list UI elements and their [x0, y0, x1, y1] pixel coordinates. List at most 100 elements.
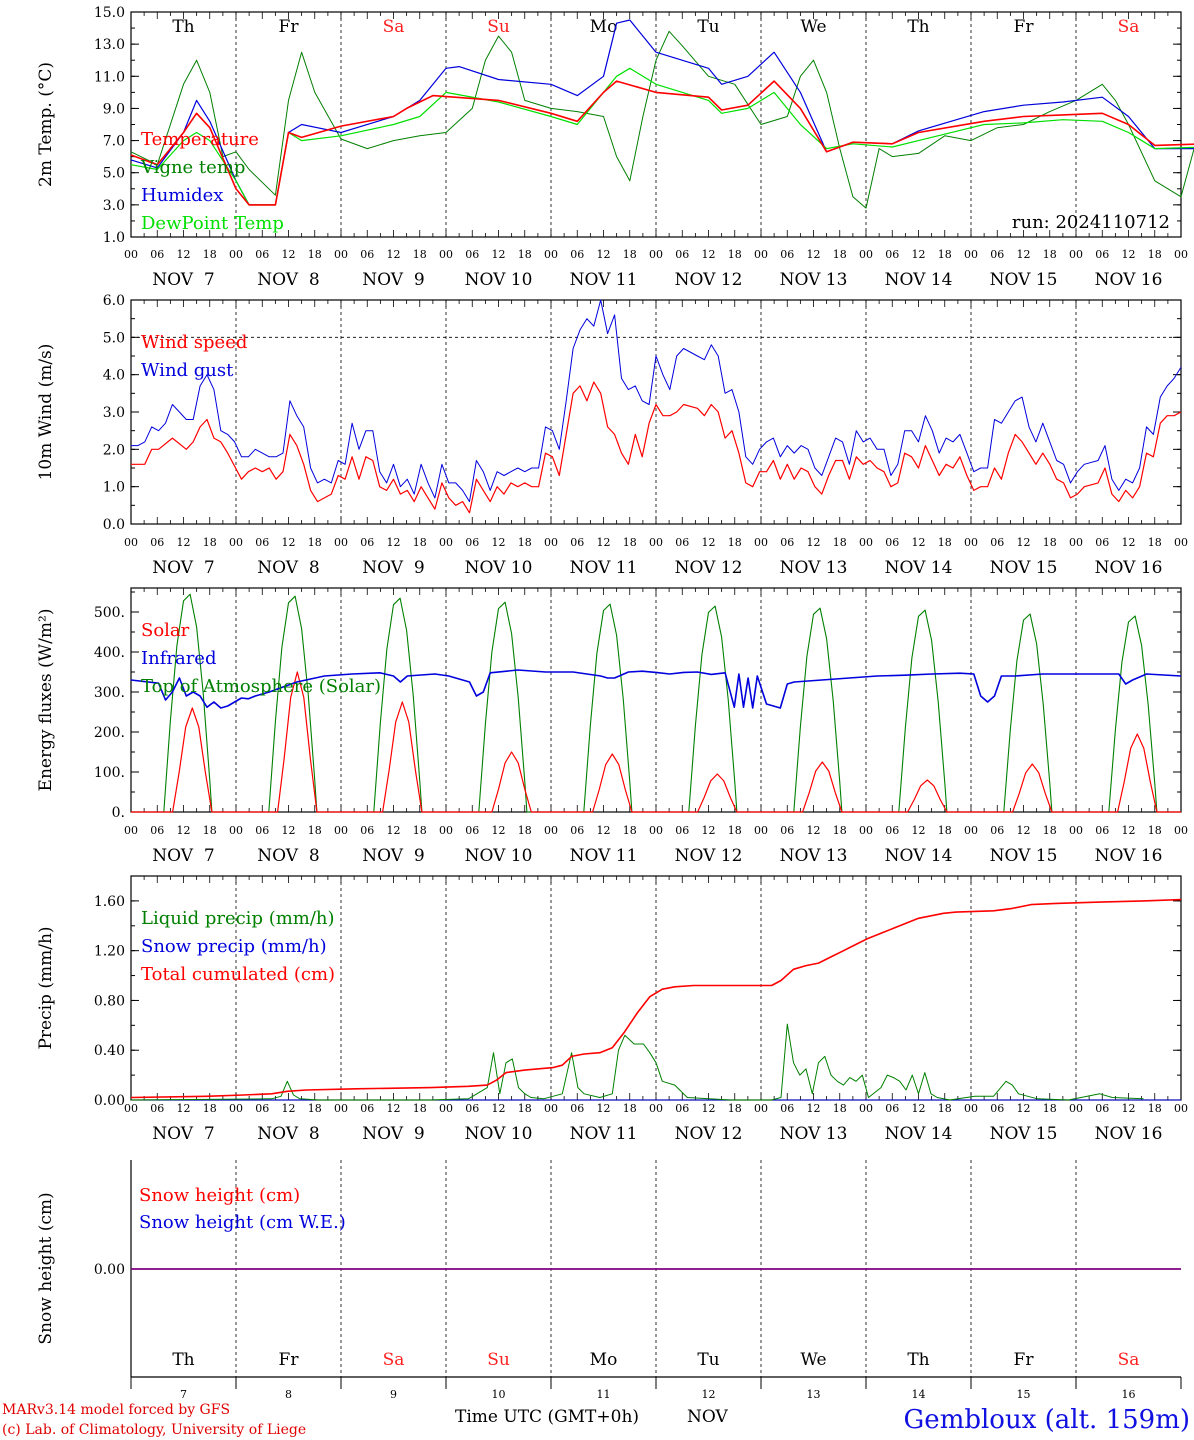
hour-label: 18 — [1043, 248, 1057, 261]
legend-entry: DewPoint Temp — [141, 213, 284, 234]
hour-label: 00 — [544, 824, 558, 837]
legend-entry: Total cumulated (cm) — [141, 964, 335, 985]
hour-label: 12 — [387, 536, 401, 549]
hour-label: 12 — [807, 248, 821, 261]
station-label: Gembloux (alt. 159m) — [904, 1405, 1190, 1435]
legend-entry: Wind speed — [141, 332, 247, 353]
wind-y-axis-title: 10m Wind (m/s) — [36, 344, 56, 481]
legend-entry: Wind gust — [141, 360, 234, 381]
date-label: NOV 8 — [257, 846, 319, 866]
hour-label: 00 — [439, 824, 453, 837]
date-label: NOV 13 — [780, 1124, 848, 1144]
y-tick-label: 1.20 — [94, 944, 125, 960]
hour-label: 18 — [623, 248, 637, 261]
y-tick-label: 5.0 — [103, 166, 125, 182]
date-label: NOV 8 — [257, 270, 319, 290]
date-label: NOV 14 — [885, 1124, 953, 1144]
hour-label: 18 — [203, 536, 217, 549]
temp-y-axis-title: 2m Temp. (°C) — [36, 62, 56, 187]
hour-label: 12 — [807, 824, 821, 837]
hour-label: 06 — [255, 536, 269, 549]
hour-label: 12 — [807, 1102, 821, 1115]
y-tick-label: 0.00 — [94, 1262, 125, 1278]
y-tick-label: 0.80 — [94, 993, 125, 1009]
hour-label: 18 — [308, 824, 322, 837]
temp-legend: Temperature Vigne temp Humidex DewPoint Tem… — [140, 129, 284, 234]
hour-label: 06 — [885, 1102, 899, 1115]
date-label: NOV 16 — [1095, 846, 1163, 866]
credit-line-2: (c) Lab. of Climatology, University of L… — [2, 1422, 306, 1438]
hour-label: 00 — [334, 536, 348, 549]
hour-label: 12 — [492, 824, 506, 837]
hour-label: 18 — [728, 1102, 742, 1115]
hour-label: 18 — [413, 536, 427, 549]
hour-label: 00 — [1174, 824, 1188, 837]
hour-label: 06 — [990, 536, 1004, 549]
legend-entry: Snow height (cm W.E.) — [139, 1212, 346, 1233]
hour-label: 06 — [885, 248, 899, 261]
hour-label: 06 — [150, 248, 164, 261]
hour-label: 12 — [597, 1102, 611, 1115]
series-line-total-cumulated-cm- — [130, 898, 1182, 1099]
energy-legend: Solar Infrared Top of Atmosphere (Solar) — [141, 620, 381, 697]
y-tick-label: 4.0 — [103, 368, 125, 384]
hour-label: 18 — [308, 248, 322, 261]
date-label: NOV 14 — [885, 558, 953, 578]
hour-label: 12 — [912, 824, 926, 837]
hour-label: 00 — [964, 1102, 978, 1115]
hour-label: 18 — [623, 1102, 637, 1115]
hour-label: 18 — [833, 1102, 847, 1115]
hour-label: 00 — [544, 536, 558, 549]
hour-label: 06 — [990, 1102, 1004, 1115]
credit-line-1: MARv3.14 model forced by GFS — [2, 1402, 230, 1418]
hour-label: 12 — [282, 824, 296, 837]
hour-label: 18 — [833, 824, 847, 837]
series-line-solar — [131, 671, 1181, 813]
hour-label: 18 — [518, 824, 532, 837]
legend-entry: Solar — [141, 620, 190, 641]
hour-label: 18 — [728, 536, 742, 549]
hour-label: 06 — [255, 248, 269, 261]
hour-label: 00 — [649, 1102, 663, 1115]
hour-labels: 00 06 12 18 00 06 12 18 00 06 12 18 00 06 12 18 00 06 12 18… — [124, 536, 1188, 549]
hour-label: 12 — [912, 1102, 926, 1115]
date-label: NOV 13 — [780, 270, 848, 290]
hour-label: 06 — [675, 1102, 689, 1115]
weekday-label: Th — [172, 1350, 194, 1370]
series-line-infrared — [130, 669, 1182, 709]
hour-label: 12 — [282, 536, 296, 549]
hour-label: 06 — [570, 536, 584, 549]
legend-entry: Vigne temp — [140, 157, 245, 178]
hour-label: 06 — [255, 824, 269, 837]
hour-label: 12 — [912, 248, 926, 261]
day-number-label: 14 — [912, 1388, 926, 1401]
hour-label: 00 — [334, 824, 348, 837]
hour-label: 06 — [1095, 824, 1109, 837]
y-tick-label: 7.0 — [103, 134, 125, 150]
hour-label: 00 — [1174, 536, 1188, 549]
y-tick-label: 2.0 — [103, 442, 125, 458]
y-tick-label: 15.0 — [94, 5, 125, 21]
day-number-label: 9 — [390, 1388, 397, 1401]
hour-label: 18 — [938, 824, 952, 837]
hour-label: 12 — [387, 248, 401, 261]
energy-y-axis-title: Energy fluxes (W/m²) — [36, 609, 56, 792]
date-label: NOV 11 — [570, 558, 638, 578]
weekday-label: Th — [907, 1350, 929, 1370]
hour-labels: 00 06 12 18 00 06 12 18 00 06 12 18 00 06 12 18 00 06 12 18… — [124, 824, 1188, 837]
hour-label: 12 — [597, 824, 611, 837]
legend-entry: Snow height (cm) — [139, 1185, 300, 1206]
hour-label: 06 — [255, 1102, 269, 1115]
date-label: NOV 15 — [990, 270, 1058, 290]
precip-legend: Liquid precip (mm/h) Snow precip (mm/h) To… — [141, 908, 335, 985]
date-labels: NOV 7 NOV 8 NOV 9 NOV 10 NOV 11 NOV 12 NOV 13 N… — [152, 846, 1162, 866]
hour-label: 18 — [203, 1102, 217, 1115]
day-number-label: 7 — [180, 1388, 187, 1401]
date-label: NOV 14 — [885, 270, 953, 290]
date-label: NOV 13 — [780, 558, 848, 578]
hour-label: 00 — [439, 1102, 453, 1115]
hour-label: 00 — [1069, 824, 1083, 837]
date-label: NOV 15 — [990, 558, 1058, 578]
hour-label: 12 — [597, 536, 611, 549]
hour-label: 18 — [518, 1102, 532, 1115]
